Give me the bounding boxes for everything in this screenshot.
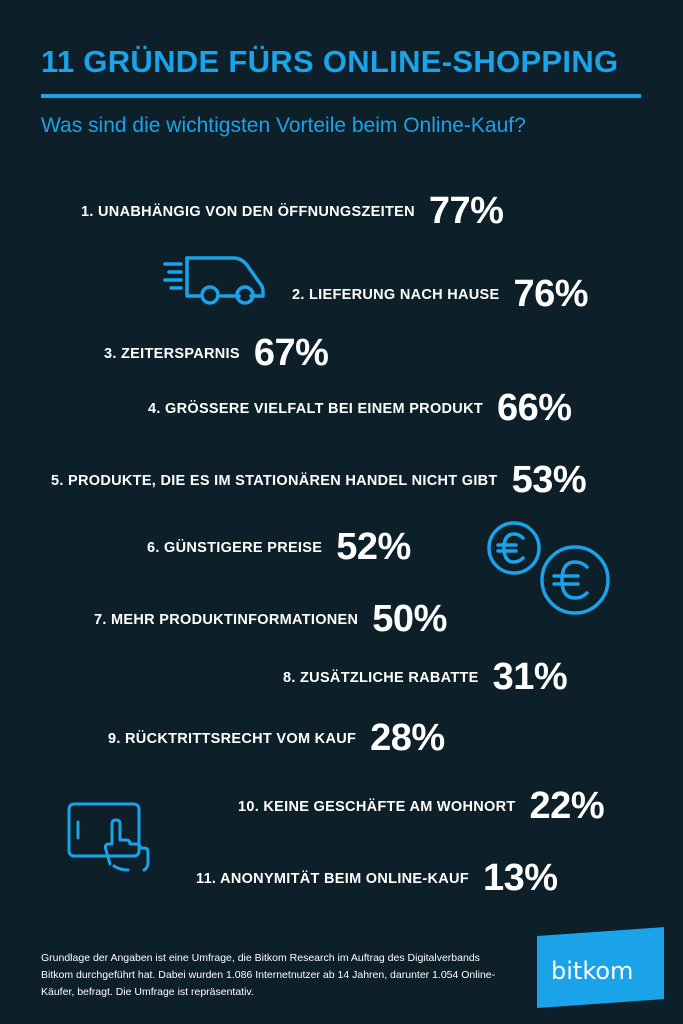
euro-coin-icon [540, 545, 610, 615]
item-value: 13% [483, 857, 558, 899]
item-label: 8. ZUSÄTZLICHE RABATTE [283, 669, 479, 686]
item-value: 66% [497, 387, 572, 429]
list-item: 2. LIEFERUNG NACH HAUSE 76% [292, 273, 589, 316]
item-value: 50% [372, 598, 447, 640]
item-label: 9. RÜCKTRITTSRECHT VOM KAUF [108, 730, 357, 747]
source-note: Grundlage der Angaben ist eine Umfrage, … [41, 952, 496, 998]
euro-coin-icon [487, 521, 541, 575]
logo-text: bitkom [551, 957, 634, 985]
delivery-van-icon [163, 256, 265, 305]
list-item: 7. MEHR PRODUKTINFORMATIONEN 50% [94, 598, 447, 641]
item-value: 28% [370, 717, 445, 759]
page-title: 11 GRÜNDE FÜRS ONLINE-SHOPPING [41, 44, 619, 79]
item-label: 7. MEHR PRODUKTINFORMATIONEN [94, 611, 359, 628]
list-item: 10. KEINE GESCHÄFTE AM WOHNORT 22% [238, 785, 605, 828]
item-value: 31% [492, 656, 568, 698]
tablet-touch-icon [67, 802, 150, 872]
item-label: 6. GÜNSTIGERE PREISE [147, 539, 323, 556]
item-label: 3. ZEITERSPARNIS [104, 345, 240, 362]
item-label: 10. KEINE GESCHÄFTE AM WOHNORT [238, 798, 516, 815]
item-label: 2. LIEFERUNG NACH HAUSE [292, 286, 500, 303]
list-item: 8. ZUSÄTZLICHE RABATTE 31% [283, 656, 568, 699]
list-item: 4. GRÖSSERE VIELFALT BEI EINEM PRODUKT 6… [148, 387, 572, 430]
item-value: 67% [253, 332, 329, 374]
item-label: 4. GRÖSSERE VIELFALT BEI EINEM PRODUKT [148, 400, 484, 417]
item-value: 22% [529, 785, 605, 827]
list-item: 9. RÜCKTRITTSRECHT VOM KAUF 28% [108, 717, 445, 760]
item-value: 52% [336, 526, 411, 568]
item-value: 77% [428, 190, 504, 232]
item-value: 76% [513, 273, 589, 315]
item-label: 1. UNABHÄNGIG VON DEN ÖFFNUNGSZEITEN [81, 203, 415, 220]
list-item: 6. GÜNSTIGERE PREISE 52% [147, 526, 411, 569]
list-item: 1. UNABHÄNGIG VON DEN ÖFFNUNGSZEITEN 77% [81, 190, 504, 233]
page-subtitle: Was sind die wichtigsten Vorteile beim O… [41, 114, 526, 137]
list-item: 5. PRODUKTE, DIE ES IM STATIONÄREN HANDE… [51, 459, 587, 502]
list-item: 3. ZEITERSPARNIS 67% [104, 332, 329, 375]
list-item: 11. ANONYMITÄT BEIM ONLINE-KAUF 13% [196, 857, 558, 900]
item-label: 11. ANONYMITÄT BEIM ONLINE-KAUF [196, 870, 469, 887]
item-label: 5. PRODUKTE, DIE ES IM STATIONÄREN HANDE… [51, 472, 498, 489]
item-value: 53% [511, 459, 587, 501]
title-divider [41, 94, 641, 98]
